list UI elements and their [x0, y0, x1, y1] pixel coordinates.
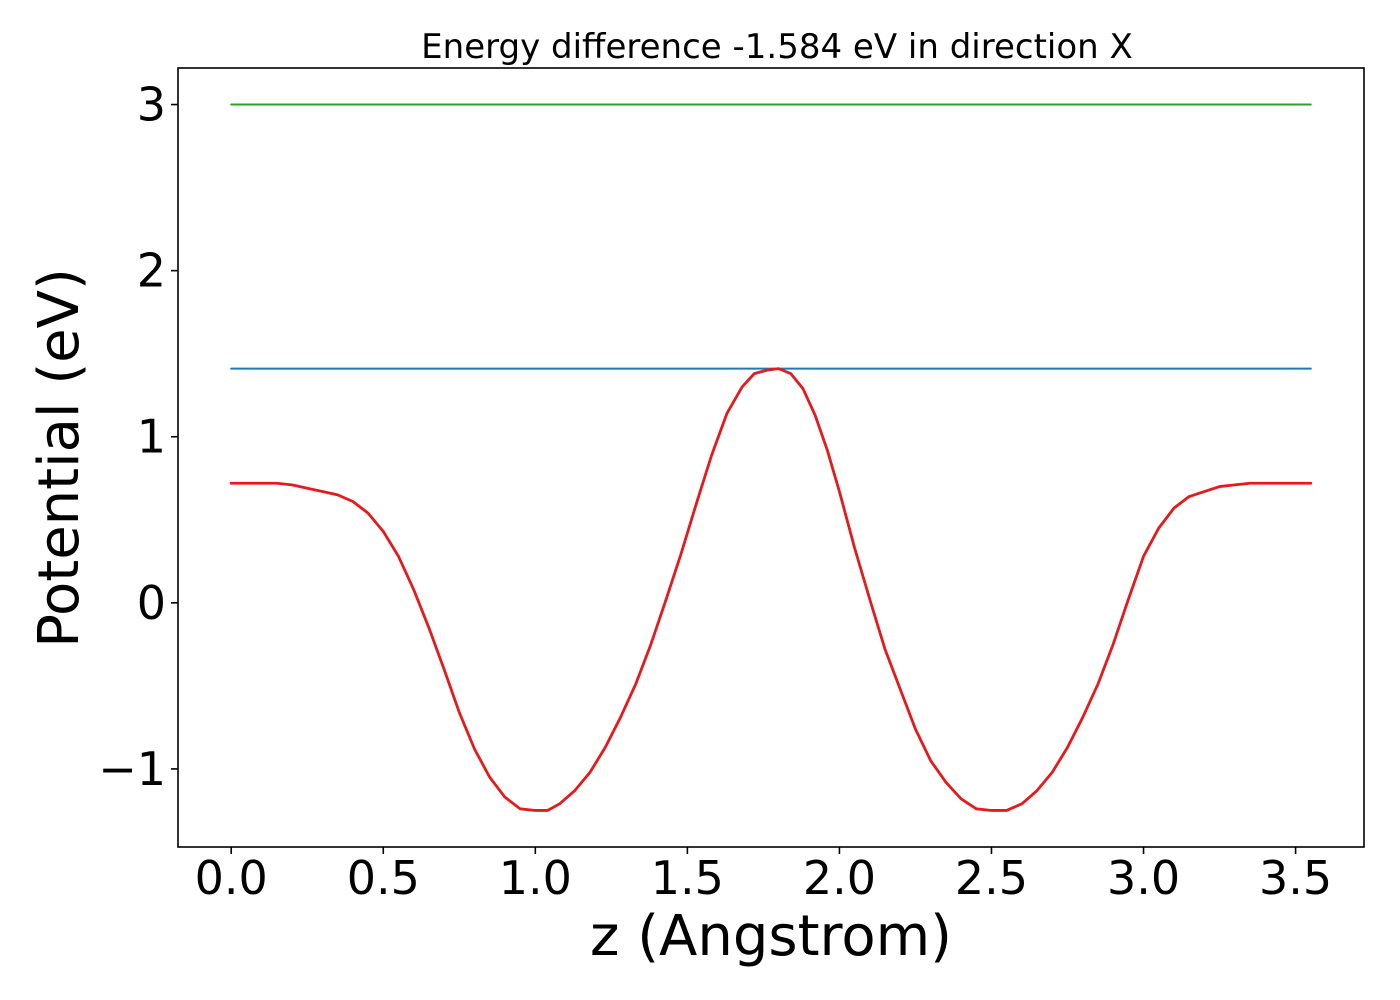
chart-title: Energy difference -1.584 eV in direction… [421, 27, 1133, 67]
x-tick-label: 1.5 [651, 851, 724, 905]
x-tick-label: 3.5 [1259, 851, 1332, 905]
y-tick-label: 0 [137, 576, 166, 630]
y-tick-label: 2 [137, 244, 166, 298]
x-axis-label: z (Angstrom) [590, 904, 952, 969]
y-axis-label: Potential (eV) [27, 268, 92, 648]
y-axis-ticks: −1 0 1 2 3 [98, 78, 178, 796]
x-tick-label: 2.0 [803, 851, 876, 905]
x-tick-label: 1.0 [499, 851, 572, 905]
y-tick-label: −1 [98, 742, 166, 796]
x-tick-label: 0.5 [347, 851, 420, 905]
x-axis-ticks: 0.0 0.5 1.0 1.5 2.0 2.5 3.0 3.5 [195, 847, 1332, 905]
y-tick-label: 3 [137, 78, 166, 132]
series-layer [229, 103, 1313, 812]
series-line-2 [229, 367, 1313, 812]
x-tick-label: 0.0 [195, 851, 268, 905]
axes-frame [177, 67, 1365, 848]
y-tick-label: 1 [137, 410, 166, 464]
x-tick-label: 2.5 [955, 851, 1028, 905]
x-tick-label: 3.0 [1107, 851, 1180, 905]
plot-area [177, 67, 1365, 848]
